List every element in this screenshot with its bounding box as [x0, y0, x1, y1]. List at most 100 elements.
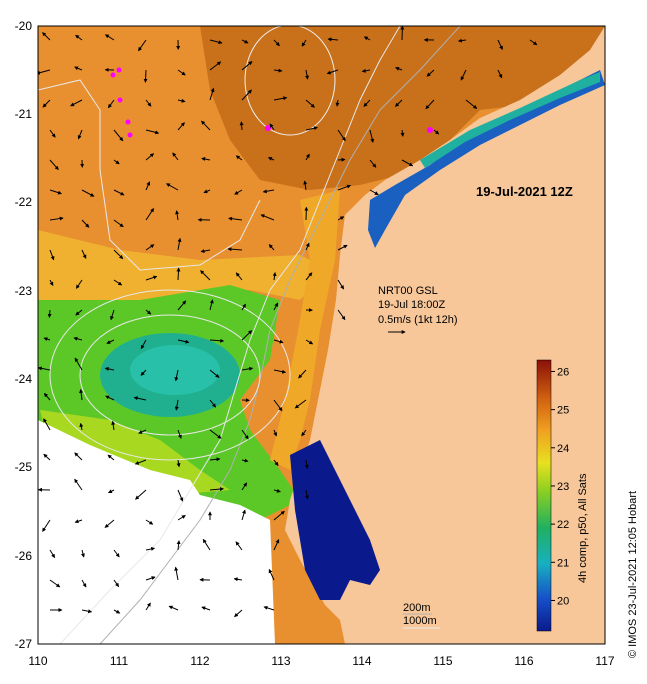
current-arrow [42, 99, 51, 108]
plot-frame [37, 25, 606, 645]
current-arrow [113, 549, 120, 558]
current-arrow [241, 429, 249, 440]
lat-tick: -27 [15, 637, 33, 651]
credit-label: © IMOS 23-Jul-2021 12:05 Hobart [627, 491, 639, 658]
current-arrow [145, 547, 156, 551]
current-arrow [298, 369, 307, 379]
current-arrow [209, 87, 215, 101]
current-arrow [113, 219, 124, 228]
current-arrow [138, 429, 147, 434]
current-arrow [168, 605, 179, 611]
current-arrow [113, 129, 124, 142]
flag-markers [110, 67, 433, 138]
current-arrow [104, 34, 115, 41]
current-arrow [209, 338, 225, 343]
current-arrow [104, 519, 115, 528]
current-arrow [77, 129, 83, 140]
current-arrow [79, 422, 84, 431]
current-arrow [177, 515, 186, 521]
lon-tick: 114 [352, 654, 371, 668]
current-arrow [49, 129, 56, 138]
bathy-legend-1000m: 1000m [403, 615, 437, 627]
current-arrow [273, 488, 281, 493]
current-arrow [369, 159, 377, 168]
current-arrow [269, 123, 275, 131]
current-scale-label: 0.5m/s (1kt 12h) [378, 314, 457, 326]
current-arrow [177, 300, 187, 311]
current-arrow [74, 357, 83, 371]
current-arrow [273, 510, 285, 521]
current-arrow [241, 39, 249, 44]
current-arrow [433, 129, 440, 135]
colorbar-tick-label: 26 [557, 366, 569, 378]
lat-tick: -26 [15, 549, 33, 563]
lat-axis: -20 -21 -22 -23 -24 -25 -26 -27 [15, 19, 33, 651]
current-arrow [81, 609, 93, 614]
lat-tick: -22 [15, 195, 33, 209]
current-arrow [43, 392, 51, 401]
current-arrow [529, 39, 538, 46]
current-arrow [201, 606, 211, 611]
current-arrow [394, 99, 403, 107]
current-arrow [301, 429, 307, 437]
lon-tick: 115 [433, 654, 452, 668]
current-arrow [74, 452, 83, 461]
current-arrow [166, 183, 179, 191]
colorbar-tick-label: 24 [557, 443, 569, 455]
current-arrow [203, 189, 211, 194]
current-arrow [145, 153, 155, 161]
current-arrow [107, 489, 115, 494]
current-arrow [267, 157, 275, 161]
lon-tick: 113 [271, 654, 290, 668]
current-arrow [133, 396, 147, 401]
bathy-1000m-contour [59, 26, 401, 644]
current-arrow [241, 89, 252, 101]
sst-warm-zone [200, 26, 605, 190]
current-arrow [143, 69, 148, 83]
current-arrow [460, 69, 467, 81]
current-arrow [401, 159, 414, 167]
current-arrow [209, 457, 221, 462]
current-arrow [273, 96, 288, 101]
current-arrow [75, 309, 83, 316]
colorbar-tick-label: 22 [557, 519, 569, 531]
current-arrow [134, 459, 147, 465]
shark-bay [290, 440, 380, 600]
current-arrow [43, 337, 51, 341]
colorbar-tick-label: 25 [557, 405, 569, 417]
current-arrow [400, 129, 405, 137]
current-arrow [145, 129, 160, 135]
current-arrow [81, 189, 95, 197]
current-arrow [110, 309, 115, 321]
current-arrow [337, 129, 346, 142]
current-arrow [326, 69, 339, 75]
current-arrow [273, 399, 283, 412]
current-arrow [273, 68, 283, 73]
current-arrow [337, 279, 345, 290]
current-arrow [104, 366, 115, 371]
current-arrow [235, 155, 243, 161]
lon-tick: 112 [190, 654, 209, 668]
current-arrow [361, 68, 371, 73]
current-arrow [140, 339, 147, 350]
current-arrow [145, 181, 151, 191]
current-arrow [107, 99, 115, 109]
current-arrow [105, 395, 115, 401]
current-arrow [200, 249, 211, 253]
current-arrow [145, 275, 158, 281]
current-arrow [177, 98, 186, 103]
map-layers [38, 26, 605, 644]
current-arrow [79, 388, 84, 401]
current-arrows [38, 26, 538, 618]
current-arrow [305, 489, 309, 500]
current-arrow [177, 339, 190, 344]
current-arrow [327, 37, 339, 42]
current-arrow [209, 429, 222, 439]
current-arrow [337, 309, 346, 321]
current-arrow [177, 429, 182, 439]
current-arrow [305, 69, 310, 80]
current-arrow [239, 121, 244, 131]
current-arrow [70, 99, 83, 107]
no-data-region [38, 420, 275, 644]
